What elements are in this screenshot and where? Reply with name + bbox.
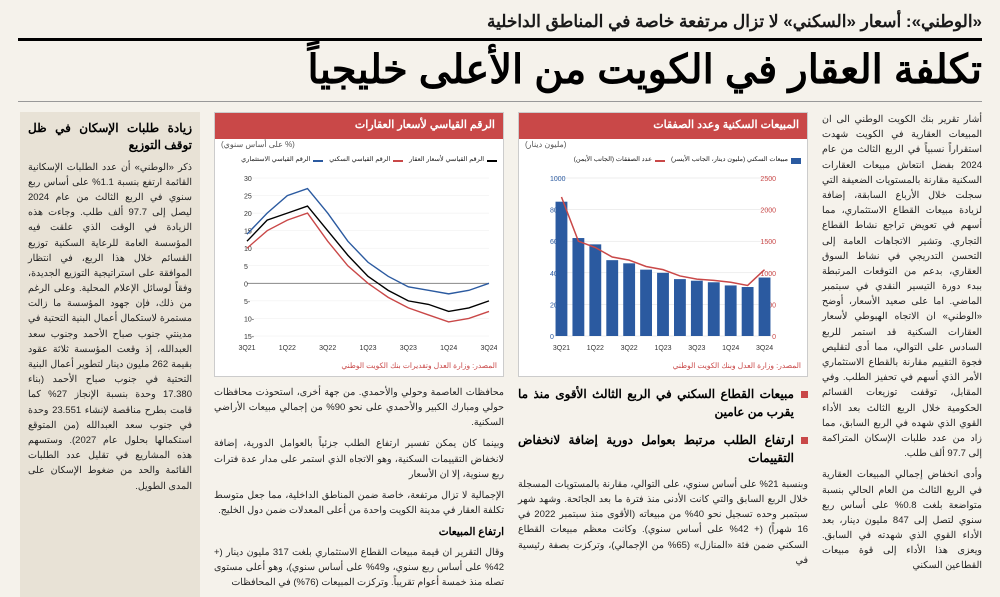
svg-text:3Q22: 3Q22	[621, 345, 638, 352]
legend-line: عدد الصفقات (الجانب الأيمن)	[574, 155, 665, 165]
svg-text:3Q22: 3Q22	[319, 345, 336, 352]
svg-text:1500: 1500	[760, 239, 776, 246]
chart2-title: الرقم القياسي لأسعار العقارات	[215, 113, 503, 139]
svg-text:1000: 1000	[550, 176, 566, 183]
col3-sub: ارتفاع المبيعات	[214, 524, 504, 541]
chart-sales: المبيعات السكنية وعدد الصفقات (مليون دين…	[518, 112, 808, 377]
svg-text:3Q21: 3Q21	[238, 345, 255, 352]
svg-text:1Q24: 1Q24	[440, 345, 457, 352]
bullet-2: ارتفاع الطلب مرتبط بعوامل دورية إضافة لا…	[518, 431, 808, 467]
svg-text:1Q23: 1Q23	[359, 345, 376, 352]
svg-text:0: 0	[244, 281, 248, 288]
sidebar: زيادة طلبات الإسكان في ظل توقف التوزيع ذ…	[20, 112, 200, 597]
chart2-unit: (% على أساس سنوي)	[215, 139, 503, 154]
chart1-body: 02004006008001000050010001500200025003Q2…	[519, 168, 807, 358]
sidebar-p1: ذكر «الوطني» أن عدد الطلبات الإسكانية ال…	[28, 160, 192, 494]
chart1-title: المبيعات السكنية وعدد الصفقات	[519, 113, 807, 139]
svg-text:25: 25	[244, 193, 252, 200]
svg-text:3Q23: 3Q23	[688, 345, 705, 352]
svg-text:30: 30	[244, 176, 252, 183]
col3-p3: الإجمالية لا تزال مرتفعة، خاصة ضمن المنا…	[214, 488, 504, 518]
svg-text:0: 0	[550, 334, 554, 341]
svg-text:3Q24: 3Q24	[480, 345, 497, 352]
col-2: المبيعات السكنية وعدد الصفقات (مليون دين…	[518, 112, 808, 597]
legend-bars: مبيعات السكني (مليون دينار، الجانب الأيس…	[671, 155, 801, 165]
legend-s1: الرقم القياسي السكني	[329, 155, 403, 165]
chart1-legend: مبيعات السكني (مليون دينار، الجانب الأيس…	[519, 153, 807, 167]
svg-text:3Q24: 3Q24	[756, 345, 773, 352]
bullet-1: مبيعات القطاع السكني في الربع الثالث الأ…	[518, 385, 808, 421]
col-1: أشار تقرير بنك الكويت الوطني الى ان المب…	[822, 112, 982, 597]
svg-text:1Q22: 1Q22	[279, 345, 296, 352]
sidebar-head: زيادة طلبات الإسكان في ظل توقف التوزيع	[28, 120, 192, 154]
svg-text:20: 20	[244, 211, 252, 218]
col1-p1: أشار تقرير بنك الكويت الوطني الى ان المب…	[822, 112, 982, 461]
col3-p4: وقال التقرير ان قيمة مبيعات القطاع الاست…	[214, 545, 504, 591]
headline: تكلفة العقار في الكويت من الأعلى خليجياً	[18, 38, 982, 102]
chart-index: الرقم القياسي لأسعار العقارات (% على أسا…	[214, 112, 504, 377]
svg-text:3Q21: 3Q21	[553, 345, 570, 352]
col-3: الرقم القياسي لأسعار العقارات (% على أسا…	[214, 112, 504, 597]
chart1-unit: (مليون دينار)	[519, 139, 807, 154]
bullets: مبيعات القطاع السكني في الربع الثالث الأ…	[518, 385, 808, 467]
svg-text:2500: 2500	[760, 176, 776, 183]
svg-text:1Q23: 1Q23	[654, 345, 671, 352]
chart2-svg: -15-10-50510152025303Q211Q223Q221Q233Q23…	[221, 174, 497, 354]
col2-p1: وبنسبة 21% على أساس سنوي، على التوالي، م…	[518, 477, 808, 568]
content-grid: أشار تقرير بنك الكويت الوطني الى ان المب…	[18, 112, 982, 582]
svg-text:1Q24: 1Q24	[722, 345, 739, 352]
svg-text:2000: 2000	[760, 207, 776, 214]
chart2-source: المصدر: وزارة العدل وتقديرات بنك الكويت …	[215, 358, 503, 376]
svg-text:3Q23: 3Q23	[400, 345, 417, 352]
legend-s0: الرقم القياسي لأسعار العقار	[409, 155, 497, 165]
svg-text:-5: -5	[244, 299, 251, 306]
chart2-body: -15-10-50510152025303Q211Q223Q221Q233Q23…	[215, 168, 503, 358]
svg-text:1Q22: 1Q22	[587, 345, 604, 352]
svg-text:-10: -10	[244, 316, 255, 323]
svg-text:-15: -15	[244, 334, 255, 341]
col3-p2: وبينما كان يمكن تفسير ارتفاع الطلب جزئيا…	[214, 436, 504, 482]
col3-p1: محافظات العاصمة وحولي والأحمدي. من جهة أ…	[214, 385, 504, 431]
chart1-svg: 02004006008001000050010001500200025003Q2…	[525, 174, 801, 354]
chart2-legend: الرقم القياسي لأسعار العقار الرقم القياس…	[215, 153, 503, 167]
legend-s2: الرقم القياسي الاستثماري	[241, 155, 323, 165]
chart1-source: المصدر: وزارة العدل وبنك الكويت الوطني	[519, 358, 807, 376]
col1-p2: وأدى انخفاض إجمالي المبيعات العقارية في …	[822, 467, 982, 573]
svg-text:5: 5	[244, 264, 248, 271]
svg-text:0: 0	[772, 334, 776, 341]
kicker: «الوطني»: أسعار «السكني» لا تزال مرتفعة …	[18, 12, 982, 32]
